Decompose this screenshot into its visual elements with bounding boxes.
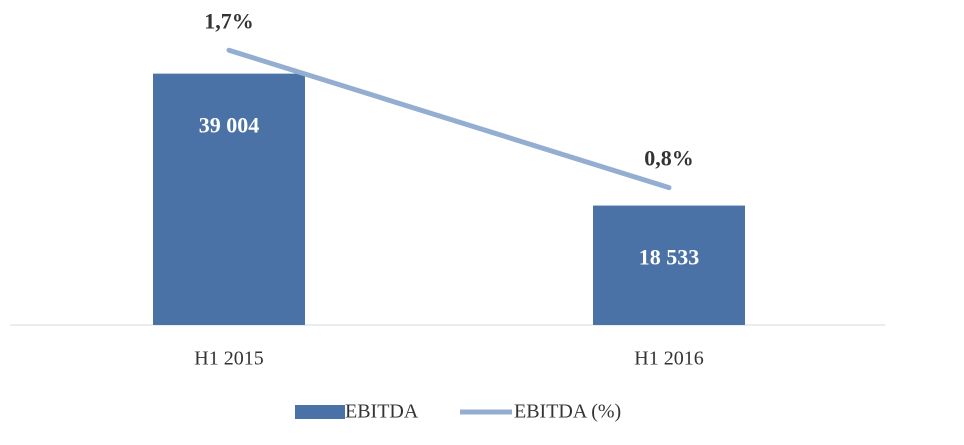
data-label: 39 004 [199, 113, 260, 138]
bar [593, 205, 745, 325]
x-tick-label: H1 2016 [634, 348, 703, 370]
legend-label: EBITDA (%) [514, 401, 621, 423]
bar [153, 73, 305, 325]
line [226, 47, 672, 191]
legend-swatch [295, 405, 345, 419]
legend-label: EBITDA [345, 401, 419, 423]
data-label: 0,8% [644, 146, 694, 171]
data-label: 1,7% [204, 8, 254, 33]
x-tick-label: H1 2015 [194, 348, 263, 370]
data-label: 18 533 [639, 245, 700, 270]
